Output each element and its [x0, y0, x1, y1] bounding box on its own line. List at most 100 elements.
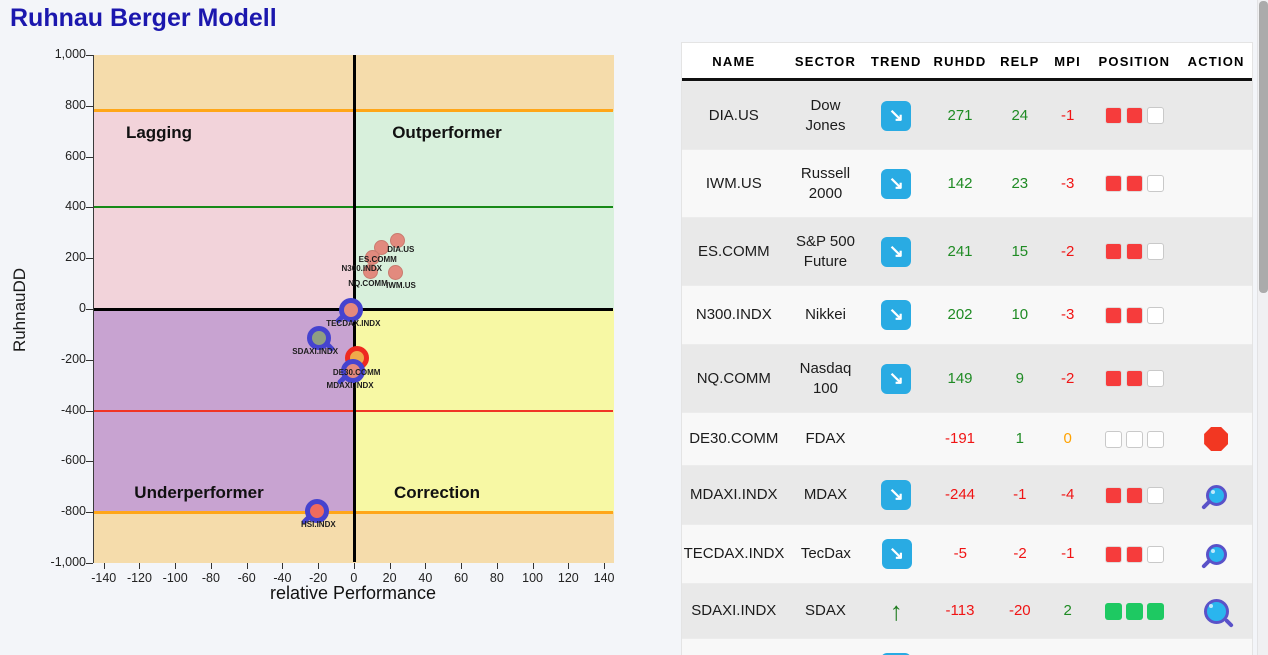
position-indicator [1105, 545, 1165, 563]
x-tick-label: 80 [489, 571, 504, 585]
cell-action [1180, 471, 1252, 520]
y-tick-label: -200 [60, 351, 86, 366]
position-square-red [1126, 545, 1144, 563]
trend-down-icon: ↘ [881, 236, 912, 267]
y-tick-label: 0 [79, 301, 86, 315]
column-header-relp: RELP [1000, 54, 1040, 69]
cell-trend: ↘ [865, 223, 927, 281]
scrollbar-track[interactable] [1257, 0, 1268, 655]
cell-name: NQ.COMM [696, 369, 771, 387]
data-point-label: TECDAX.INDX [326, 319, 381, 329]
x-tick-label: 100 [522, 571, 543, 585]
cell-relp: 15 [1011, 242, 1029, 260]
y-tick-label: -1,000 [50, 555, 86, 569]
position-square-empty [1146, 243, 1164, 260]
plot-area: Lagging Outperformer Underperformer Correct… [93, 55, 614, 563]
x-tick-mark [389, 563, 391, 569]
cell-ruhdd: 149 [947, 369, 973, 387]
quadrant-label: Underperformer [134, 483, 264, 502]
y-tick-mark [86, 207, 93, 209]
cell-sector: Nasdaq 100 [799, 360, 852, 397]
data-point-tecdax.indx[interactable] [339, 298, 364, 323]
position-square-red [1104, 306, 1122, 324]
position-square-red [1125, 306, 1143, 324]
cell-mpi: -1 [1060, 106, 1075, 124]
table-row-hsi.indx[interactable]: HSI.INDXHangSeng ↘ -795-21-5 [682, 638, 1252, 655]
column-header-action: ACTION [1187, 54, 1245, 69]
data-point-label: SDAXI.INDX [292, 346, 339, 356]
data-point-hsi.indx[interactable] [305, 498, 330, 523]
cell-sector: MDAX [803, 486, 848, 504]
y-tick-mark [86, 105, 93, 107]
y-tick-label: 1,000 [54, 47, 86, 61]
table-row-de30.comm[interactable]: DE30.COMM FDAX -191 1 0 [682, 412, 1252, 465]
x-tick-mark [353, 563, 355, 569]
x-tick-mark [246, 563, 248, 569]
cell-trend: ↘ [865, 639, 927, 655]
scrollbar-thumb[interactable] [1259, 1, 1268, 293]
y-tick-label: -400 [60, 402, 86, 417]
table-row-dia.us[interactable]: DIA.US Dow Jones ↘ 271 24 -1 [682, 81, 1252, 149]
x-tick-label: -40 [273, 571, 292, 585]
y-tick-label: 400 [65, 199, 86, 214]
x-tick-label: 0 [350, 571, 358, 585]
trend-down-icon: ↘ [881, 539, 912, 569]
cell-ruhdd: 202 [947, 306, 973, 324]
position-square-green [1104, 602, 1122, 620]
y-tick-mark [86, 359, 93, 361]
cell-relp: 1 [1015, 430, 1024, 448]
cell-sector: Nikkei [805, 306, 846, 324]
cell-mpi: -4 [1060, 486, 1075, 504]
position-indicator [1104, 107, 1164, 124]
position-square-empty [1146, 430, 1164, 448]
data-point-dia.us [390, 232, 406, 248]
cell-name: DIA.US [708, 106, 759, 124]
position-square-green [1146, 602, 1164, 620]
cell-sector: Dow Jones [805, 97, 846, 134]
x-tick-mark [604, 563, 606, 569]
x-tick-mark [568, 563, 570, 569]
cell-name: MDAXI.INDX [690, 486, 778, 504]
table-row-mdaxi.indx[interactable]: MDAXI.INDX MDAX ↘ -244 -1 -4 [682, 465, 1252, 524]
cell-relp: 23 [1011, 174, 1029, 192]
magnifier-icon-large[interactable] [1203, 598, 1229, 624]
table-row-iwm.us[interactable]: IWM.US Russell 2000 ↘ 142 23 -3 [682, 149, 1252, 217]
y-axis-label: RuhnauDD [10, 267, 29, 353]
position-square-red [1104, 370, 1122, 387]
cell-trend: ↑ [865, 584, 927, 638]
x-tick-label: -100 [162, 571, 188, 585]
cell-mpi: -2 [1060, 369, 1075, 387]
cell-action [1180, 413, 1252, 465]
table-row-n300.indx[interactable]: N300.INDX Nikkei ↘ 202 10 -3 [682, 285, 1252, 344]
magnifier-icon[interactable] [1205, 484, 1227, 506]
data-point-mdaxi.indx[interactable] [341, 358, 366, 383]
table-row-tecdax.indx[interactable]: TECDAX.INDX TecDax ↘ -5 -2 -1 [682, 524, 1252, 583]
cell-ruhdd: -244 [944, 486, 976, 504]
cell-trend: ↘ [865, 466, 927, 524]
cell-relp: -20 [1008, 602, 1031, 620]
cell-ruhdd: 241 [947, 242, 973, 260]
cell-ruhdd: -5 [953, 545, 967, 563]
data-point-sdaxi.indx[interactable] [307, 325, 332, 350]
magnifier-icon[interactable] [1205, 543, 1227, 565]
position-square-red [1104, 486, 1122, 504]
cell-relp: 24 [1011, 106, 1029, 124]
stop-icon[interactable] [1204, 427, 1229, 451]
data-point-label: DIA.US [387, 245, 415, 255]
cell-position [1089, 646, 1181, 655]
position-square-red [1125, 243, 1143, 260]
x-tick-label: -140 [91, 571, 117, 585]
table-row-es.comm[interactable]: ES.COMM S&P 500 Future ↘ 241 15 -2 [682, 217, 1252, 285]
data-point-nq.comm [363, 263, 379, 279]
cell-relp: -21 [993, 644, 1047, 655]
table-row-nq.comm[interactable]: NQ.COMM Nasdaq 100 ↘ 149 9 -2 [682, 344, 1252, 412]
cell-sector: HangSeng [786, 644, 866, 655]
x-tick-label: 60 [454, 571, 469, 585]
position-indicator [1104, 430, 1164, 448]
x-tick-mark [139, 563, 141, 569]
x-tick-label: 20 [382, 571, 397, 585]
table-row-sdaxi.indx[interactable]: SDAXI.INDX SDAX ↑ -113 -20 2 [682, 583, 1252, 638]
column-header-sector: SECTOR [794, 54, 857, 69]
y-tick-mark [86, 258, 93, 260]
cell-action [1180, 170, 1252, 198]
